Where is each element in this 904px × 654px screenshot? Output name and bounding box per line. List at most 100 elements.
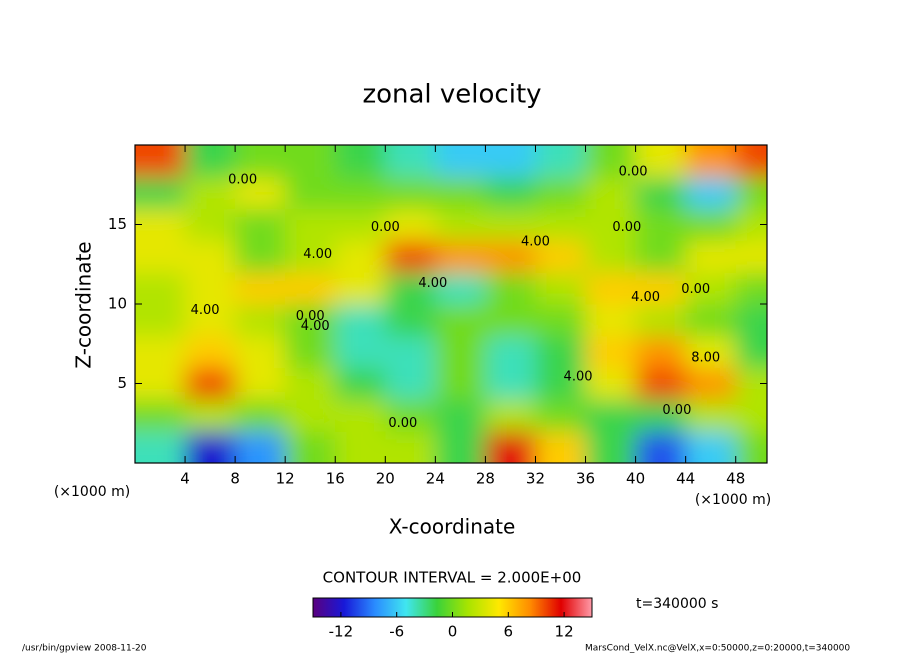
contour-label: 4.00: [191, 303, 220, 318]
field-cell: [285, 335, 336, 369]
field-cell: [235, 176, 286, 210]
field-cell: [635, 145, 687, 178]
field-cell: [385, 240, 436, 273]
field-cell: [535, 208, 587, 241]
field-cell: [435, 145, 486, 178]
field-cell: [535, 367, 587, 400]
field-cell: [635, 240, 687, 273]
colorbar-tick-label: 12: [555, 623, 574, 641]
field-cell: [235, 208, 286, 241]
field-cell: [185, 335, 236, 369]
field-cell: [685, 399, 737, 432]
chart-title: zonal velocity: [362, 80, 541, 110]
field-cell: [735, 431, 767, 463]
field-cell: [335, 431, 386, 463]
field-cell: [335, 335, 386, 369]
field-cell: [185, 208, 236, 241]
contour-label: 4.00: [418, 276, 447, 291]
contour-label: 4.00: [521, 234, 550, 249]
field-cell: [235, 145, 286, 178]
field-cell: [535, 272, 587, 305]
field-cell: [285, 208, 336, 241]
field-cell: [735, 399, 767, 432]
field-cell: [135, 176, 186, 210]
contour-label: 0.00: [662, 403, 691, 418]
field-cell: [335, 367, 386, 400]
field-cell: [235, 272, 286, 305]
field-cell: [585, 367, 637, 400]
field-cell: [735, 304, 767, 337]
x-unit-label: (×1000 m): [54, 484, 130, 500]
field-cell: [635, 367, 687, 400]
x-tick-label: 24: [426, 470, 445, 488]
field-cell: [285, 431, 336, 463]
contour-label: 0.00: [228, 172, 257, 187]
field-cell: [235, 399, 286, 432]
field-cell: [185, 367, 236, 400]
field-cell: [535, 399, 587, 432]
field-cell: [185, 304, 236, 337]
field-cell: [335, 399, 386, 432]
field-cell: [385, 145, 436, 178]
field-cell: [235, 367, 286, 400]
field-cell: [385, 367, 436, 400]
field-cell: [135, 304, 186, 337]
field-cell: [585, 208, 637, 241]
field-cell: [585, 145, 637, 178]
field-cell: [235, 304, 286, 337]
contour-interval: CONTOUR INTERVAL = 2.000E+00: [323, 569, 582, 587]
field-cell: [285, 367, 336, 400]
field-cell: [435, 304, 486, 337]
field-cell: [435, 431, 486, 463]
field-cell: [235, 240, 286, 273]
x-tick-label: 16: [326, 470, 345, 488]
field-cell: [385, 431, 436, 463]
field-cell: [535, 431, 587, 463]
x-tick-label: 36: [576, 470, 595, 488]
contour-label: 4.00: [303, 247, 332, 262]
colorbar-tick-label: -12: [329, 623, 354, 641]
field-cell: [535, 304, 587, 337]
field-cell: [485, 145, 536, 178]
field-cell: [535, 240, 587, 273]
field-cell: [635, 399, 687, 432]
field-cell: [385, 335, 436, 369]
x-unit-label: (×1000 m): [695, 492, 771, 508]
field-cell: [185, 240, 236, 273]
y-axis-label: Z-coordinate: [72, 241, 96, 368]
x-tick-label: 4: [180, 470, 190, 488]
field-cell: [285, 240, 336, 273]
field-cell: [135, 208, 186, 241]
field-cell: [485, 399, 536, 432]
contour-label: 0.00: [296, 309, 325, 324]
footer: MarsCond_VelX.nc@VelX,x=0:50000,z=0:2000…: [585, 644, 850, 654]
field-cell: [335, 176, 386, 210]
colorbar-tick-label: 6: [504, 623, 514, 641]
field-cell: [285, 176, 336, 210]
field-cell: [635, 335, 687, 369]
field: [135, 145, 767, 463]
contour-label: 0.00: [612, 220, 641, 235]
field-cell: [435, 399, 486, 432]
contour-label: 4.00: [631, 290, 660, 305]
field-cell: [335, 208, 386, 241]
field-cell: [385, 272, 436, 305]
field-cell: [435, 240, 486, 273]
field-cell: [435, 176, 486, 210]
field-cell: [135, 335, 186, 369]
field-cell: [385, 208, 436, 241]
field-cell: [635, 272, 687, 305]
field-cell: [185, 272, 236, 305]
colorbar-tick-label: 0: [448, 623, 458, 641]
field-cell: [735, 176, 767, 210]
x-tick-label: 32: [526, 470, 545, 488]
field-cell: [385, 304, 436, 337]
field-cell: [735, 335, 767, 369]
field-cell: [585, 431, 637, 463]
field-cell: [135, 240, 186, 273]
field-cell: [335, 304, 386, 337]
field-cell: [485, 208, 536, 241]
x-axis-label: X-coordinate: [389, 515, 516, 539]
field-cell: [285, 304, 336, 337]
field-cell: [685, 367, 737, 400]
